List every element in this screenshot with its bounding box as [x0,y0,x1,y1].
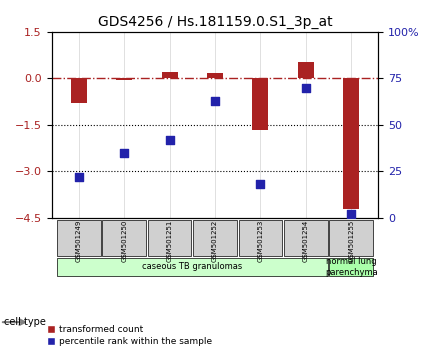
Bar [162,72,178,78]
Point [212,98,218,104]
Point [75,174,82,180]
Text: GSM501254: GSM501254 [303,220,309,262]
Bar [298,62,314,78]
Bar [207,73,223,78]
Point [302,85,309,91]
Text: cell type: cell type [4,317,46,327]
Point [121,150,128,156]
FancyBboxPatch shape [284,220,328,256]
FancyBboxPatch shape [57,257,328,276]
FancyBboxPatch shape [57,220,101,256]
Point [166,137,173,143]
FancyBboxPatch shape [239,220,282,256]
Text: caseous TB granulomas: caseous TB granulomas [142,262,243,271]
FancyBboxPatch shape [193,220,237,256]
Point [257,182,264,187]
Bar [71,78,87,103]
Text: GSM501249: GSM501249 [76,220,82,262]
Bar [116,78,132,80]
Bar [343,78,359,209]
Title: GDS4256 / Hs.181159.0.S1_3p_at: GDS4256 / Hs.181159.0.S1_3p_at [98,16,332,29]
Text: GSM501250: GSM501250 [121,220,127,262]
FancyBboxPatch shape [102,220,146,256]
Text: GSM501255: GSM501255 [348,220,354,262]
Point [348,211,355,217]
Text: GSM501253: GSM501253 [258,220,264,262]
Bar [252,78,268,130]
Text: normal lung
parenchyma: normal lung parenchyma [325,257,378,276]
Text: GSM501251: GSM501251 [166,220,172,262]
Legend: transformed count, percentile rank within the sample: transformed count, percentile rank withi… [43,321,216,349]
FancyBboxPatch shape [329,220,373,256]
FancyBboxPatch shape [329,257,373,276]
FancyBboxPatch shape [148,220,191,256]
Text: GSM501252: GSM501252 [212,220,218,262]
